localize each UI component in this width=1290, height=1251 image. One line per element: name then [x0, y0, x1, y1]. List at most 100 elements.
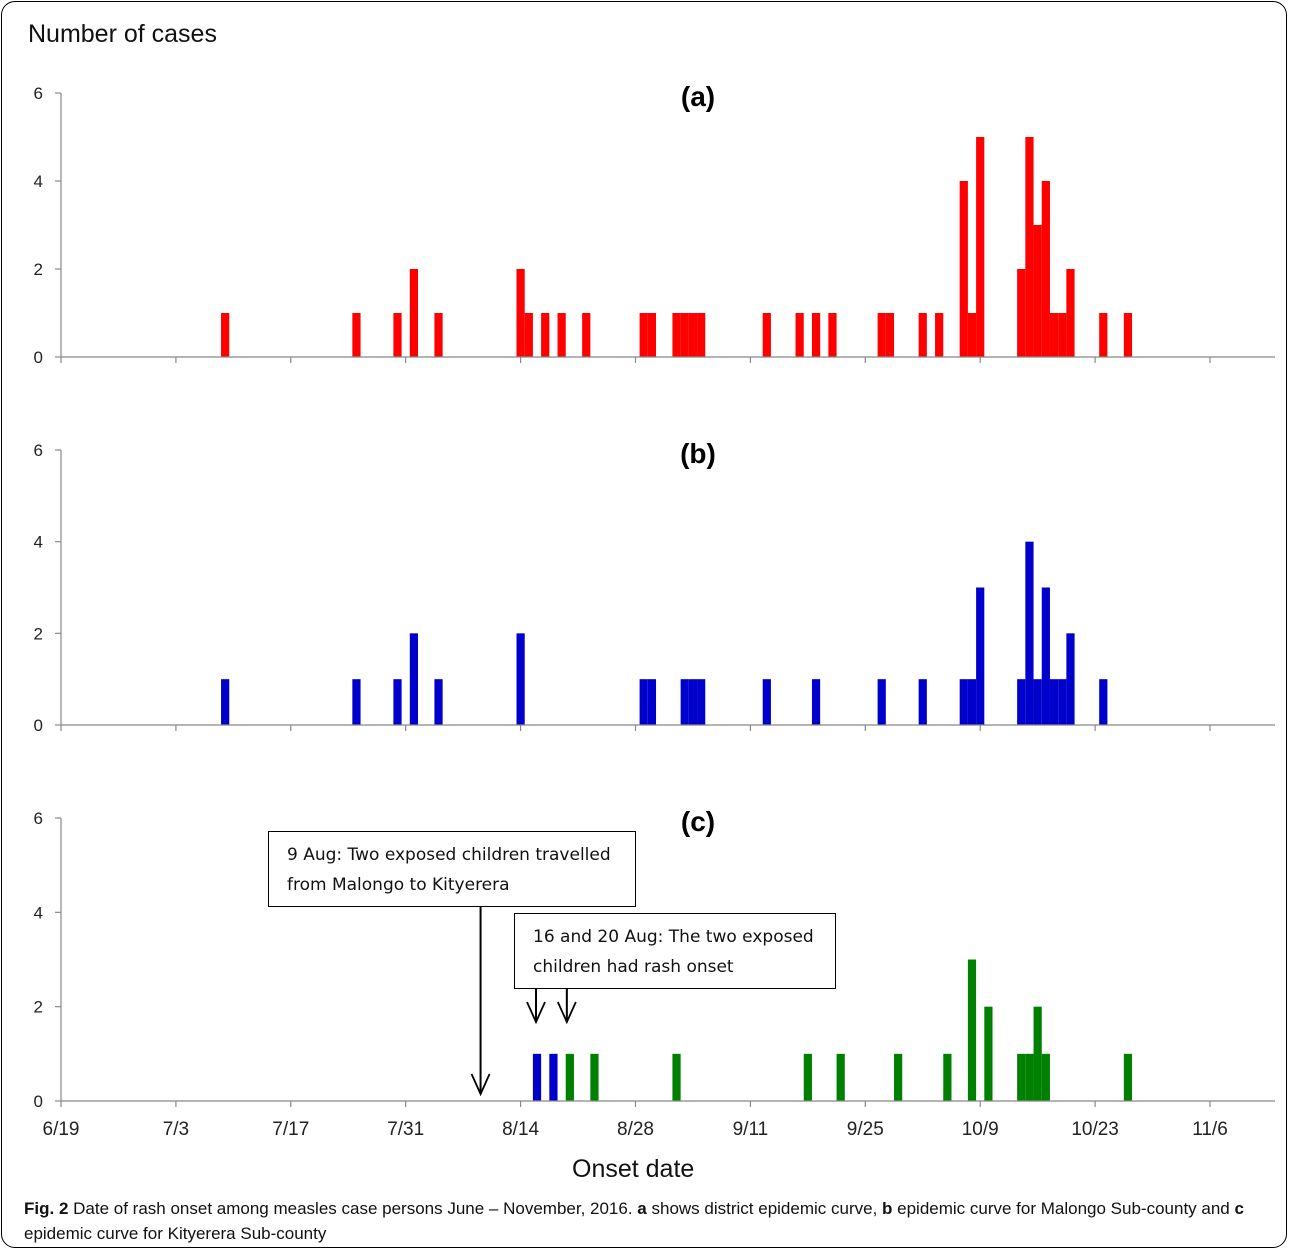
- chart-bar: [639, 313, 648, 357]
- chart-bar: [762, 313, 771, 357]
- chart-bar: [434, 313, 443, 357]
- caption-text-3: epidemic curve for Malongo Sub-county an…: [892, 1199, 1235, 1218]
- caption-c: c: [1234, 1199, 1244, 1218]
- chart-bar: [647, 313, 657, 357]
- chart-bar: [532, 1053, 542, 1101]
- chart-bar: [976, 137, 985, 357]
- y-tick-label: 6: [34, 809, 43, 828]
- chart-bar: [811, 679, 821, 725]
- chart-bar: [524, 313, 533, 357]
- chart-bar: [672, 313, 681, 357]
- chart-bar: [1049, 313, 1059, 357]
- chart-bar: [393, 313, 402, 357]
- annotation-rash-onset: 16 and 20 Aug: The two exposed children …: [514, 913, 836, 989]
- chart-bar: [1041, 587, 1050, 725]
- annotation-travel: 9 Aug: Two exposed children travelled fr…: [268, 831, 636, 907]
- y-tick-label: 4: [34, 172, 43, 191]
- chart-bar: [1025, 541, 1034, 725]
- y-tick-label: 0: [34, 716, 43, 735]
- chart-bar: [352, 679, 361, 725]
- x-tick-label: 8/28: [617, 1119, 654, 1140]
- y-tick-label: 6: [34, 84, 43, 103]
- chart-bar: [1099, 313, 1108, 357]
- panel-title: (b): [680, 438, 716, 469]
- figure-caption: Fig. 2 Date of rash onset among measles …: [24, 1196, 1264, 1246]
- chart-bar: [1017, 1053, 1026, 1101]
- chart-bar: [582, 313, 591, 357]
- arrow-rash-onset-head: [526, 1001, 546, 1025]
- x-tick-label: 7/17: [272, 1119, 309, 1140]
- x-tick-label: 7/3: [163, 1119, 189, 1140]
- y-tick-label: 6: [34, 441, 43, 460]
- arrow-travel-head: [470, 1073, 491, 1097]
- chart-bar: [836, 1053, 845, 1101]
- chart-bar: [352, 313, 361, 357]
- chart-bar: [943, 1053, 952, 1101]
- caption-text-2: shows district epidemic curve,: [646, 1199, 883, 1218]
- chart-bar: [984, 1006, 993, 1101]
- chart-bar: [1041, 1053, 1050, 1101]
- chart-bar: [549, 1053, 558, 1101]
- x-tick-label: 6/19: [43, 1119, 80, 1140]
- y-tick-label: 0: [34, 1092, 43, 1111]
- chart-bar: [516, 269, 525, 357]
- chart-bar: [409, 269, 419, 357]
- chart-bar: [1123, 1053, 1133, 1101]
- chart-bar: [672, 1053, 681, 1101]
- chart-bar: [918, 679, 927, 725]
- chart-bar: [803, 1053, 812, 1101]
- chart-bar: [935, 313, 944, 357]
- y-tick-label: 0: [34, 348, 43, 367]
- chart-bar: [967, 959, 977, 1101]
- annotation-rash-onset-line1: 16 and 20 Aug: The two exposed: [533, 927, 814, 947]
- chart-bar: [697, 313, 706, 357]
- chart-bar: [1033, 679, 1042, 725]
- caption-a: a: [637, 1199, 647, 1218]
- annotation-travel-line1: 9 Aug: Two exposed children travelled: [287, 845, 611, 865]
- caption-b: b: [882, 1199, 893, 1218]
- chart-bar: [680, 313, 689, 357]
- chart-bar: [877, 679, 886, 725]
- x-tick-label: 9/25: [847, 1119, 884, 1140]
- chart-bar: [967, 679, 977, 725]
- chart-bar: [959, 181, 968, 357]
- chart-bar: [639, 679, 648, 725]
- chart-bar: [565, 1053, 574, 1101]
- x-tick-label: 10/9: [962, 1119, 999, 1140]
- x-tick-label: 7/31: [387, 1119, 424, 1140]
- x-tick-label: 10/23: [1071, 1119, 1119, 1140]
- chart-bar: [557, 313, 566, 357]
- y-axis-label: Number of cases: [28, 20, 217, 48]
- chart-bar: [409, 633, 419, 725]
- x-tick-label: 8/14: [502, 1119, 539, 1140]
- chart-bar: [811, 313, 821, 357]
- y-tick-label: 4: [34, 533, 43, 552]
- chart-bar: [877, 313, 886, 357]
- y-tick-label: 2: [34, 260, 43, 279]
- caption-text-4: epidemic curve for Kityerera Sub-county: [24, 1224, 327, 1243]
- chart-bar: [1066, 269, 1075, 357]
- chart-bar: [221, 313, 230, 357]
- chart-bar: [1058, 313, 1067, 357]
- chart-bar: [393, 679, 402, 725]
- panel-title: (c): [681, 806, 715, 837]
- chart-bar: [541, 313, 550, 357]
- arrow-rash-onset-head: [557, 1001, 577, 1025]
- chart-bar: [1066, 633, 1075, 725]
- chart-bar: [1025, 137, 1034, 357]
- y-tick-label: 2: [34, 998, 43, 1017]
- x-tick-label: 9/11: [733, 1119, 769, 1140]
- y-tick-label: 4: [34, 903, 43, 922]
- x-axis-title: Onset date: [572, 1155, 695, 1183]
- chart-bar: [885, 313, 895, 357]
- panel-title: (a): [681, 81, 715, 112]
- chart-bar: [688, 679, 698, 725]
- chart-bar: [1041, 181, 1050, 357]
- y-tick-label: 2: [34, 624, 43, 643]
- chart-bar: [221, 679, 230, 725]
- chart-bar: [688, 313, 698, 357]
- annotation-travel-line2: from Malongo to Kityerera: [287, 875, 510, 895]
- chart-bar: [1099, 679, 1108, 725]
